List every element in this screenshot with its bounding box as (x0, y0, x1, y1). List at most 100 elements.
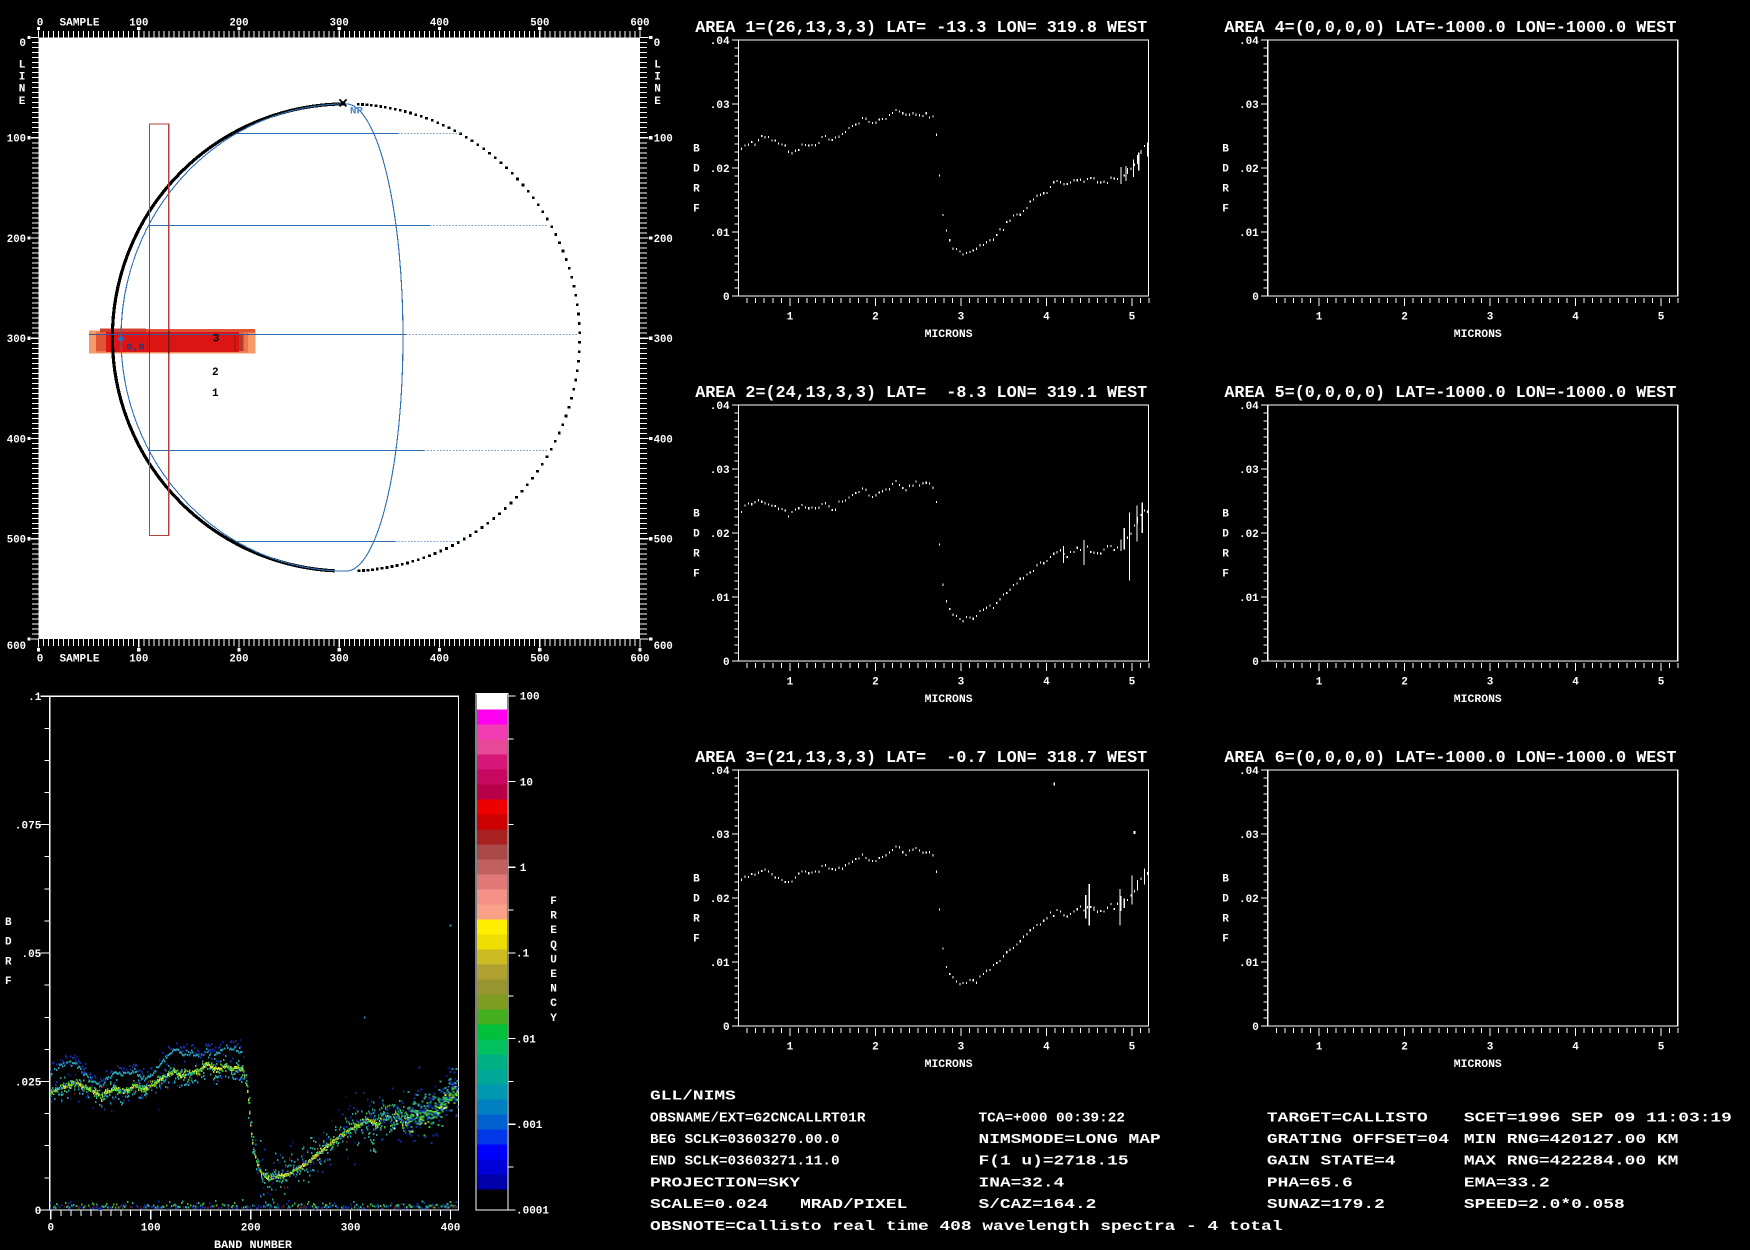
svg-text:4: 4 (1043, 1042, 1050, 1054)
svg-text:N: N (19, 84, 26, 96)
svg-text:PROJECTION=SKY: PROJECTION=SKY (650, 1176, 801, 1192)
svg-text:10: 10 (520, 777, 533, 789)
svg-text:D: D (693, 164, 700, 176)
svg-text:.075: .075 (15, 821, 42, 833)
svg-text:1: 1 (1316, 312, 1323, 324)
svg-text:END SCLK=03603271.11.0: END SCLK=03603271.11.0 (650, 1154, 840, 1170)
svg-text:GAIN STATE=4: GAIN STATE=4 (1267, 1154, 1396, 1170)
svg-text:4: 4 (1043, 677, 1050, 689)
svg-text:.01: .01 (516, 1034, 536, 1046)
svg-text:SAMPLE: SAMPLE (60, 654, 100, 666)
svg-text:.02: .02 (1239, 164, 1259, 176)
svg-text:R: R (1222, 549, 1229, 561)
svg-text:R: R (1222, 184, 1229, 196)
svg-text:AREA 4=(0,0,0,0) LAT=-1000.0 L: AREA 4=(0,0,0,0) LAT=-1000.0 LON=-1000.0… (1224, 19, 1676, 38)
svg-text:AREA 1=(26,13,3,3) LAT= -13.3: AREA 1=(26,13,3,3) LAT= -13.3 LON= 319.8… (695, 19, 1147, 38)
svg-text:Q: Q (550, 940, 557, 952)
svg-text:N: N (654, 84, 661, 96)
svg-text:B: B (1222, 509, 1229, 521)
svg-text:200: 200 (7, 234, 26, 246)
svg-text:.04: .04 (710, 36, 730, 48)
svg-text:0: 0 (37, 18, 44, 30)
svg-text:.03: .03 (1239, 100, 1259, 112)
svg-text:400: 400 (7, 435, 26, 447)
svg-text:OBSNAME/EXT=G2CNCALLRT01R: OBSNAME/EXT=G2CNCALLRT01R (650, 1110, 866, 1126)
svg-text:B: B (5, 917, 12, 929)
svg-text:0: 0 (723, 1022, 730, 1034)
svg-text:.04: .04 (710, 766, 730, 778)
svg-text:D: D (5, 937, 12, 949)
svg-text:D: D (1222, 529, 1229, 541)
svg-text:NIMSMODE=LONG MAP: NIMSMODE=LONG MAP (979, 1132, 1161, 1148)
svg-text:L: L (654, 60, 661, 72)
svg-text:2: 2 (872, 1042, 879, 1054)
svg-text:.04: .04 (1239, 36, 1259, 48)
svg-text:3: 3 (958, 312, 965, 324)
svg-text:.1: .1 (516, 949, 530, 961)
svg-text:300: 300 (341, 1223, 361, 1235)
svg-text:F: F (1222, 569, 1229, 581)
svg-text:E: E (654, 96, 661, 108)
svg-text:5: 5 (1658, 1042, 1665, 1054)
svg-text:.03: .03 (1239, 465, 1259, 477)
svg-text:3: 3 (958, 1042, 965, 1054)
svg-text:600: 600 (630, 18, 649, 30)
svg-text:.03: .03 (710, 465, 730, 477)
svg-text:Y: Y (550, 1013, 557, 1025)
svg-text:300: 300 (654, 334, 673, 346)
svg-text:.02: .02 (1239, 894, 1259, 906)
svg-text:100: 100 (520, 692, 540, 704)
svg-text:R: R (693, 184, 700, 196)
svg-text:4: 4 (1043, 312, 1050, 324)
svg-text:0: 0 (37, 654, 44, 666)
svg-text:2: 2 (1401, 1042, 1408, 1054)
svg-text:.01: .01 (1239, 593, 1259, 605)
svg-text:0: 0 (723, 292, 730, 304)
svg-text:600: 600 (630, 654, 649, 666)
svg-text:I: I (19, 72, 26, 84)
svg-text:F: F (1222, 934, 1229, 946)
svg-text:.01: .01 (710, 593, 730, 605)
svg-text:300: 300 (330, 654, 349, 666)
svg-text:B: B (1222, 874, 1229, 886)
svg-text:E: E (19, 96, 26, 108)
svg-text:400: 400 (654, 435, 673, 447)
svg-text:3: 3 (1487, 312, 1494, 324)
svg-text:PHA=65.6: PHA=65.6 (1267, 1176, 1353, 1192)
svg-text:S/CAZ=164.2: S/CAZ=164.2 (979, 1197, 1097, 1213)
svg-text:400: 400 (430, 18, 449, 30)
svg-text:R: R (550, 911, 557, 923)
svg-text:600: 600 (7, 641, 26, 653)
svg-text:D: D (693, 894, 700, 906)
svg-text:.02: .02 (710, 164, 730, 176)
svg-text:F: F (5, 976, 12, 988)
svg-text:SUNAZ=179.2: SUNAZ=179.2 (1267, 1197, 1385, 1213)
svg-text:1: 1 (1316, 1042, 1323, 1054)
svg-text:U: U (550, 954, 557, 966)
svg-text:E: E (550, 925, 557, 937)
svg-text:F: F (693, 569, 700, 581)
svg-text:3: 3 (1487, 677, 1494, 689)
svg-text:F(1 u)=2718.15: F(1 u)=2718.15 (979, 1154, 1129, 1170)
svg-text:200: 200 (654, 234, 673, 246)
svg-text:.03: .03 (710, 100, 730, 112)
svg-text:.1: .1 (28, 692, 42, 704)
svg-text:N: N (550, 984, 557, 996)
svg-text:2: 2 (872, 677, 879, 689)
svg-text:.01: .01 (1239, 958, 1259, 970)
svg-text:.04: .04 (1239, 766, 1259, 778)
svg-text:.05: .05 (21, 949, 41, 961)
svg-text:I: I (654, 72, 661, 84)
svg-text:B: B (693, 874, 700, 886)
svg-text:3: 3 (213, 333, 220, 345)
svg-text:TCA=+000 00:39:22: TCA=+000 00:39:22 (979, 1110, 1126, 1126)
svg-text:D: D (1222, 164, 1229, 176)
svg-text:B: B (1222, 144, 1229, 156)
svg-text:MIN RNG=420127.00 KM: MIN RNG=420127.00 KM (1464, 1132, 1678, 1148)
svg-text:500: 500 (7, 535, 26, 547)
svg-text:TARGET=CALLISTO: TARGET=CALLISTO (1267, 1110, 1428, 1126)
svg-text:R: R (693, 914, 700, 926)
svg-text:0,0: 0,0 (127, 341, 145, 352)
svg-text:2: 2 (872, 312, 879, 324)
svg-text:R: R (5, 956, 12, 968)
